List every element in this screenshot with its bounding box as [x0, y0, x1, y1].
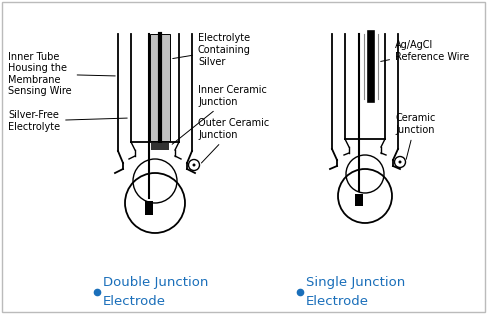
- Bar: [151, 143, 169, 150]
- Text: Single Junction: Single Junction: [306, 276, 405, 289]
- Bar: [150, 34, 170, 141]
- Text: Electrode: Electrode: [103, 295, 166, 308]
- Circle shape: [398, 160, 401, 164]
- Circle shape: [192, 164, 195, 166]
- Text: Electrolyte
Containing
Silver: Electrolyte Containing Silver: [173, 33, 251, 67]
- Text: Inner Tube
Housing the
Membrane
Sensing Wire: Inner Tube Housing the Membrane Sensing …: [8, 51, 115, 96]
- Text: Electrode: Electrode: [306, 295, 369, 308]
- Text: Inner Ceramic
Junction: Inner Ceramic Junction: [172, 85, 267, 144]
- Bar: [145, 201, 153, 215]
- Text: Ag/AgCl
Reference Wire: Ag/AgCl Reference Wire: [381, 40, 469, 62]
- Text: Double Junction: Double Junction: [103, 276, 208, 289]
- Text: Silver-Free
Electrolyte: Silver-Free Electrolyte: [8, 110, 127, 132]
- Text: Outer Ceramic
Junction: Outer Ceramic Junction: [198, 118, 269, 163]
- Bar: [355, 194, 363, 206]
- Text: Ceramic
Junction: Ceramic Junction: [395, 113, 435, 159]
